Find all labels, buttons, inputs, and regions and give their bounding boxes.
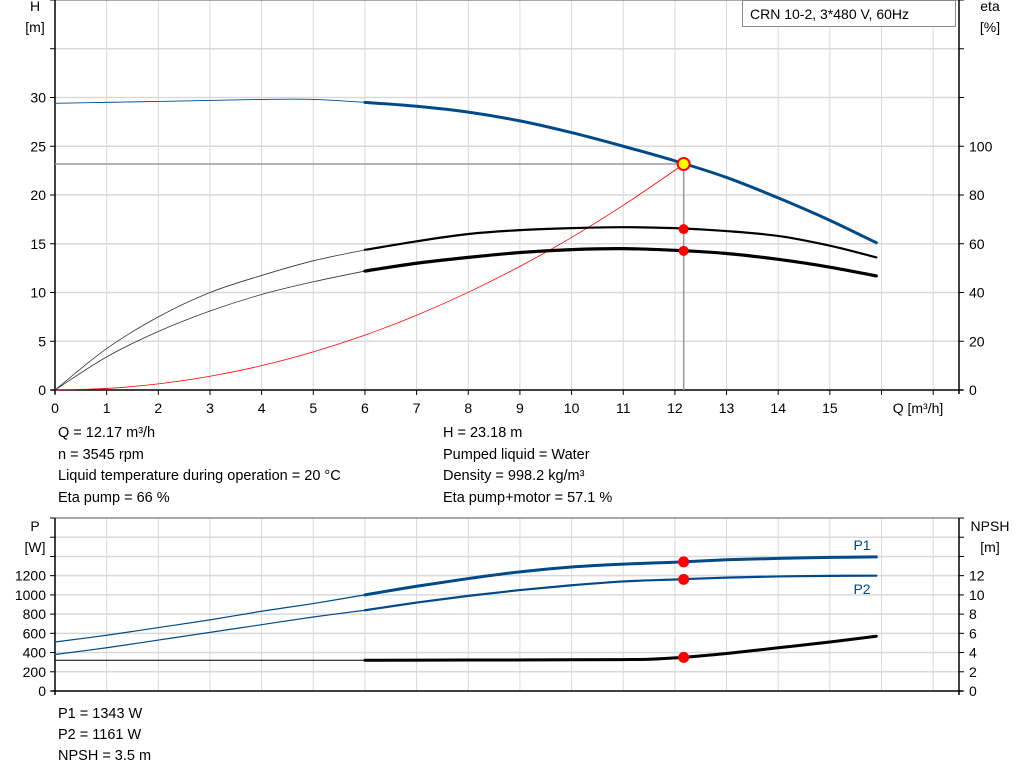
duty-point-head bbox=[676, 156, 691, 171]
y-axis-label-right-unit: [%] bbox=[980, 19, 1000, 35]
y-tick-label-right: 0 bbox=[969, 382, 977, 398]
x-tick-label: 0 bbox=[51, 400, 59, 416]
info-density: Density = 998.2 kg/m³ bbox=[443, 468, 585, 484]
y-tick-label-right: 12 bbox=[969, 568, 985, 584]
p2-curve-thin bbox=[54, 609, 366, 656]
info-p2: P2 = 1161 W bbox=[58, 727, 142, 743]
x-tick-label: 14 bbox=[770, 400, 786, 416]
x-tick-label: 10 bbox=[564, 400, 580, 416]
y-axis-label-right-unit: [m] bbox=[980, 539, 999, 555]
y-tick-label-left: 30 bbox=[30, 90, 46, 106]
eta_pump_motor-curve-thin bbox=[54, 270, 366, 391]
p1-curve-thin bbox=[54, 594, 366, 643]
y-tick-label-left: 15 bbox=[30, 236, 46, 252]
duty-point-eta-pump bbox=[678, 224, 689, 235]
duty-point-npsh bbox=[678, 651, 690, 663]
x-tick-label: 2 bbox=[154, 400, 162, 416]
y-tick-label-right: 80 bbox=[969, 187, 985, 203]
info-eta-pump: Eta pump = 66 % bbox=[58, 490, 170, 506]
y-tick-label-left: 400 bbox=[23, 645, 47, 661]
duty-point-eta-pump-motor bbox=[678, 245, 689, 256]
duty-point-p1 bbox=[678, 556, 690, 568]
y-tick-label-left: 1200 bbox=[15, 568, 46, 584]
y-axis-label-right: NPSH bbox=[971, 518, 1010, 534]
y-axis-label-left: P bbox=[30, 518, 39, 534]
y-axis-label-left-unit: [W] bbox=[25, 539, 46, 555]
y-tick-label-left: 5 bbox=[38, 333, 46, 349]
y-tick-label-right: 60 bbox=[969, 236, 985, 252]
info-h: H = 23.18 m bbox=[443, 425, 523, 441]
duty-point-p2 bbox=[678, 573, 690, 585]
info-npsh: NPSH = 3.5 m bbox=[58, 748, 152, 764]
x-tick-label: 12 bbox=[667, 400, 683, 416]
y-tick-label-right: 0 bbox=[969, 683, 977, 699]
x-tick-label: 8 bbox=[464, 400, 472, 416]
y-tick-label-left: 800 bbox=[23, 606, 47, 622]
info-liquid: Pumped liquid = Water bbox=[443, 447, 590, 463]
x-tick-label: 9 bbox=[516, 400, 524, 416]
p1-curve bbox=[363, 555, 878, 597]
info-speed: n = 3545 rpm bbox=[58, 447, 144, 463]
x-tick-label: 15 bbox=[822, 400, 838, 416]
y-tick-label-right: 6 bbox=[969, 625, 977, 641]
y-tick-label-right: 100 bbox=[969, 138, 993, 154]
info-p1: P1 = 1343 W bbox=[58, 706, 143, 722]
head-curve bbox=[363, 100, 878, 245]
head-curve-thin bbox=[54, 98, 366, 104]
y-tick-label-left: 0 bbox=[38, 382, 46, 398]
y-axis-label-left: H bbox=[30, 0, 40, 14]
x-tick-label: 1 bbox=[103, 400, 111, 416]
npsh-curve bbox=[363, 634, 878, 662]
y-axis-label-right: eta bbox=[980, 0, 1000, 14]
legend-box: CRN 10-2, 3*480 V, 60Hz bbox=[742, 0, 956, 27]
y-tick-label-right: 10 bbox=[969, 587, 985, 603]
y-tick-label-left: 20 bbox=[30, 187, 46, 203]
x-tick-label: 5 bbox=[309, 400, 317, 416]
x-tick-label: 6 bbox=[361, 400, 369, 416]
eta_pump-curve bbox=[363, 226, 878, 259]
y-tick-label-left: 25 bbox=[30, 138, 46, 154]
y-tick-label-right: 4 bbox=[969, 645, 977, 661]
y-tick-label-right: 40 bbox=[969, 285, 985, 301]
p1-label: P1 bbox=[853, 537, 870, 553]
info-q: Q = 12.17 m³/h bbox=[58, 425, 156, 441]
y-tick-label-right: 20 bbox=[969, 333, 985, 349]
y-tick-label-left: 1000 bbox=[15, 587, 46, 603]
x-tick-label: 11 bbox=[616, 400, 631, 416]
p2-curve bbox=[363, 574, 878, 612]
plot-frame bbox=[54, 517, 960, 692]
info-eta-pump-motor: Eta pump+motor = 57.1 % bbox=[443, 490, 613, 506]
y-tick-label-left: 0 bbox=[38, 683, 46, 699]
y-tick-label-left: 200 bbox=[23, 664, 47, 680]
y-tick-label-right: 8 bbox=[969, 606, 977, 622]
y-axis-label-left-unit: [m] bbox=[25, 19, 44, 35]
p2-label: P2 bbox=[853, 581, 870, 597]
x-tick-label: 3 bbox=[206, 400, 214, 416]
y-tick-label-left: 600 bbox=[23, 625, 47, 641]
y-tick-label-left: 10 bbox=[30, 285, 46, 301]
x-tick-label: 13 bbox=[719, 400, 735, 416]
system-curve bbox=[54, 163, 685, 391]
x-tick-label: 4 bbox=[258, 400, 266, 416]
eta_pump-curve-thin bbox=[54, 249, 366, 391]
x-tick-label: 7 bbox=[413, 400, 421, 416]
eta_pump_motor-curve bbox=[363, 247, 878, 278]
y-tick-label-right: 2 bbox=[969, 664, 977, 680]
x-axis-label: Q [m³/h] bbox=[893, 400, 944, 416]
info-temperature: Liquid temperature during operation = 20… bbox=[58, 468, 341, 484]
